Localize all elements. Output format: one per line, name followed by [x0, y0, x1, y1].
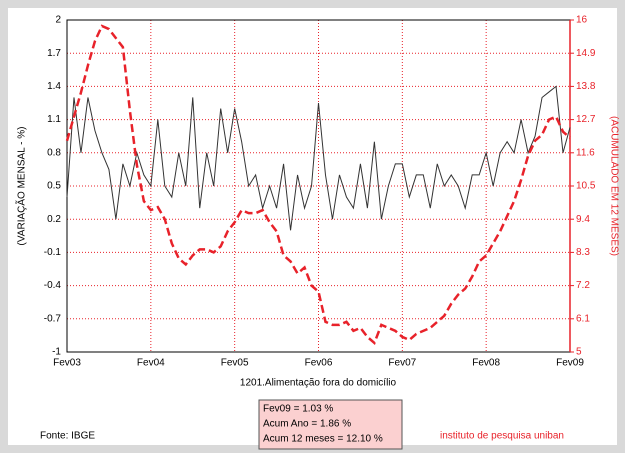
series-line — [65, 24, 571, 346]
y-tick-label: 1.1 — [47, 114, 61, 125]
x-tick-label: Fev03 — [53, 358, 81, 369]
y2-tick-label: 10.5 — [576, 181, 596, 192]
x-tick-label: Fev05 — [221, 358, 249, 369]
info-box — [258, 399, 403, 450]
y-tick-label: -1 — [52, 347, 61, 358]
y-tick-label: 0.5 — [47, 181, 61, 192]
y2-tick-label: 14.9 — [576, 48, 596, 59]
credit: instituto de pesquisa uniban — [440, 431, 564, 442]
x-axis-label: 1201.Alimentação fora do domicílio — [240, 378, 397, 389]
info-line: Acum Ano = 1.86 % — [263, 419, 351, 430]
y-tick-label: 0.2 — [47, 214, 61, 225]
y2-tick-label: 13.8 — [576, 81, 596, 92]
panel — [8, 8, 617, 445]
y2-tick-label: 5 — [576, 347, 582, 358]
y2-tick-label: 16 — [576, 15, 588, 26]
y-axis-label: (VARIAÇÃO MENSAL - %) — [15, 127, 28, 246]
y2-tick-label: 7.2 — [576, 280, 590, 291]
y-tick-label: -0.4 — [44, 280, 62, 291]
y-tick-label: 1.7 — [47, 48, 61, 59]
y2-tick-label: 9.4 — [576, 214, 590, 225]
y-tick-label: -0.1 — [44, 247, 62, 258]
source: Fonte: IBGE — [40, 431, 95, 442]
y-tick-label: 1.4 — [47, 81, 61, 92]
info-line: Acum 12 meses = 12.10 % — [263, 434, 383, 445]
x-tick-label: Fev06 — [305, 358, 333, 369]
y2-tick-label: 12.7 — [576, 114, 596, 125]
series-line — [66, 85, 571, 231]
y2-axis-label: (ACUMULADO EM 12 MESES) — [608, 116, 619, 256]
info-line: Fev09 = 1.03 % — [263, 404, 333, 415]
y2-tick-label: 11.6 — [576, 147, 595, 158]
y-tick-label: 0.8 — [47, 147, 61, 158]
y-tick-label: 2 — [55, 15, 61, 26]
y2-tick-label: 6.1 — [576, 313, 590, 324]
x-tick-label: Fev08 — [472, 358, 500, 369]
x-tick-label: Fev09 — [556, 358, 584, 369]
y2-tick-label: 8.3 — [576, 247, 590, 258]
y-tick-label: -0.7 — [44, 313, 62, 324]
x-tick-label: Fev04 — [137, 358, 165, 369]
x-tick-label: Fev07 — [388, 358, 416, 369]
